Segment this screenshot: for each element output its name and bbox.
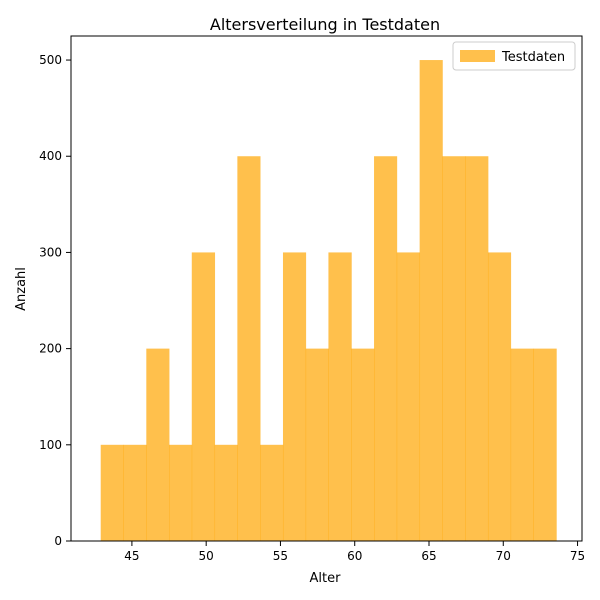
chart-title: Altersverteilung in Testdaten xyxy=(210,15,440,34)
y-axis-ticks: 0 100 200 300 400 500 xyxy=(39,53,71,548)
histogram-bar-7 xyxy=(260,444,284,541)
histogram-bar-5 xyxy=(214,444,238,541)
histogram-bar-0 xyxy=(100,444,124,541)
legend-frame xyxy=(452,41,576,71)
histogram-bar-19 xyxy=(533,348,557,541)
y-tick-label-1: 100 xyxy=(39,438,62,452)
x-tick-label-1: 50 xyxy=(199,549,214,563)
histogram-bar-15 xyxy=(442,156,466,541)
histogram-bar-17 xyxy=(487,252,512,541)
x-axis-ticks: 45 50 55 60 65 70 75 xyxy=(124,541,585,563)
histogram-bar-14 xyxy=(419,60,443,542)
histogram-bar-10 xyxy=(328,252,352,541)
histogram-bar-13 xyxy=(396,252,421,541)
x-tick-label-6: 75 xyxy=(570,549,585,563)
histogram-bar-12 xyxy=(374,156,398,541)
histogram-bar-9 xyxy=(305,348,329,541)
plot-frame xyxy=(70,35,583,542)
y-tick-label-0: 0 xyxy=(54,534,62,548)
legend-label: Testdaten xyxy=(501,50,565,65)
y-tick-label-5: 500 xyxy=(39,53,62,67)
histogram-bar-2 xyxy=(146,348,170,541)
y-tick-label-4: 400 xyxy=(39,149,62,163)
legend: Testdaten xyxy=(452,41,576,71)
x-axis-label: Alter xyxy=(310,571,342,586)
histogram-bar-4 xyxy=(191,252,216,541)
x-tick-label-0: 45 xyxy=(124,549,139,563)
legend-swatch xyxy=(460,50,495,62)
histogram-bar-3 xyxy=(169,444,193,541)
bars-layer xyxy=(100,60,557,542)
y-tick-label-2: 200 xyxy=(39,342,62,356)
x-tick-label-4: 65 xyxy=(421,549,436,563)
x-tick-label-2: 55 xyxy=(273,549,288,563)
y-tick-label-3: 300 xyxy=(39,245,62,259)
y-axis-label: Anzahl xyxy=(14,267,29,311)
histogram-bar-11 xyxy=(351,348,375,541)
histogram-bar-18 xyxy=(510,348,534,541)
histogram-bar-1 xyxy=(123,444,147,541)
histogram-bar-8 xyxy=(282,252,307,541)
histogram-bar-16 xyxy=(465,156,489,541)
x-tick-label-3: 60 xyxy=(347,549,362,563)
x-tick-label-5: 70 xyxy=(496,549,511,563)
histogram-bar-6 xyxy=(237,156,261,541)
